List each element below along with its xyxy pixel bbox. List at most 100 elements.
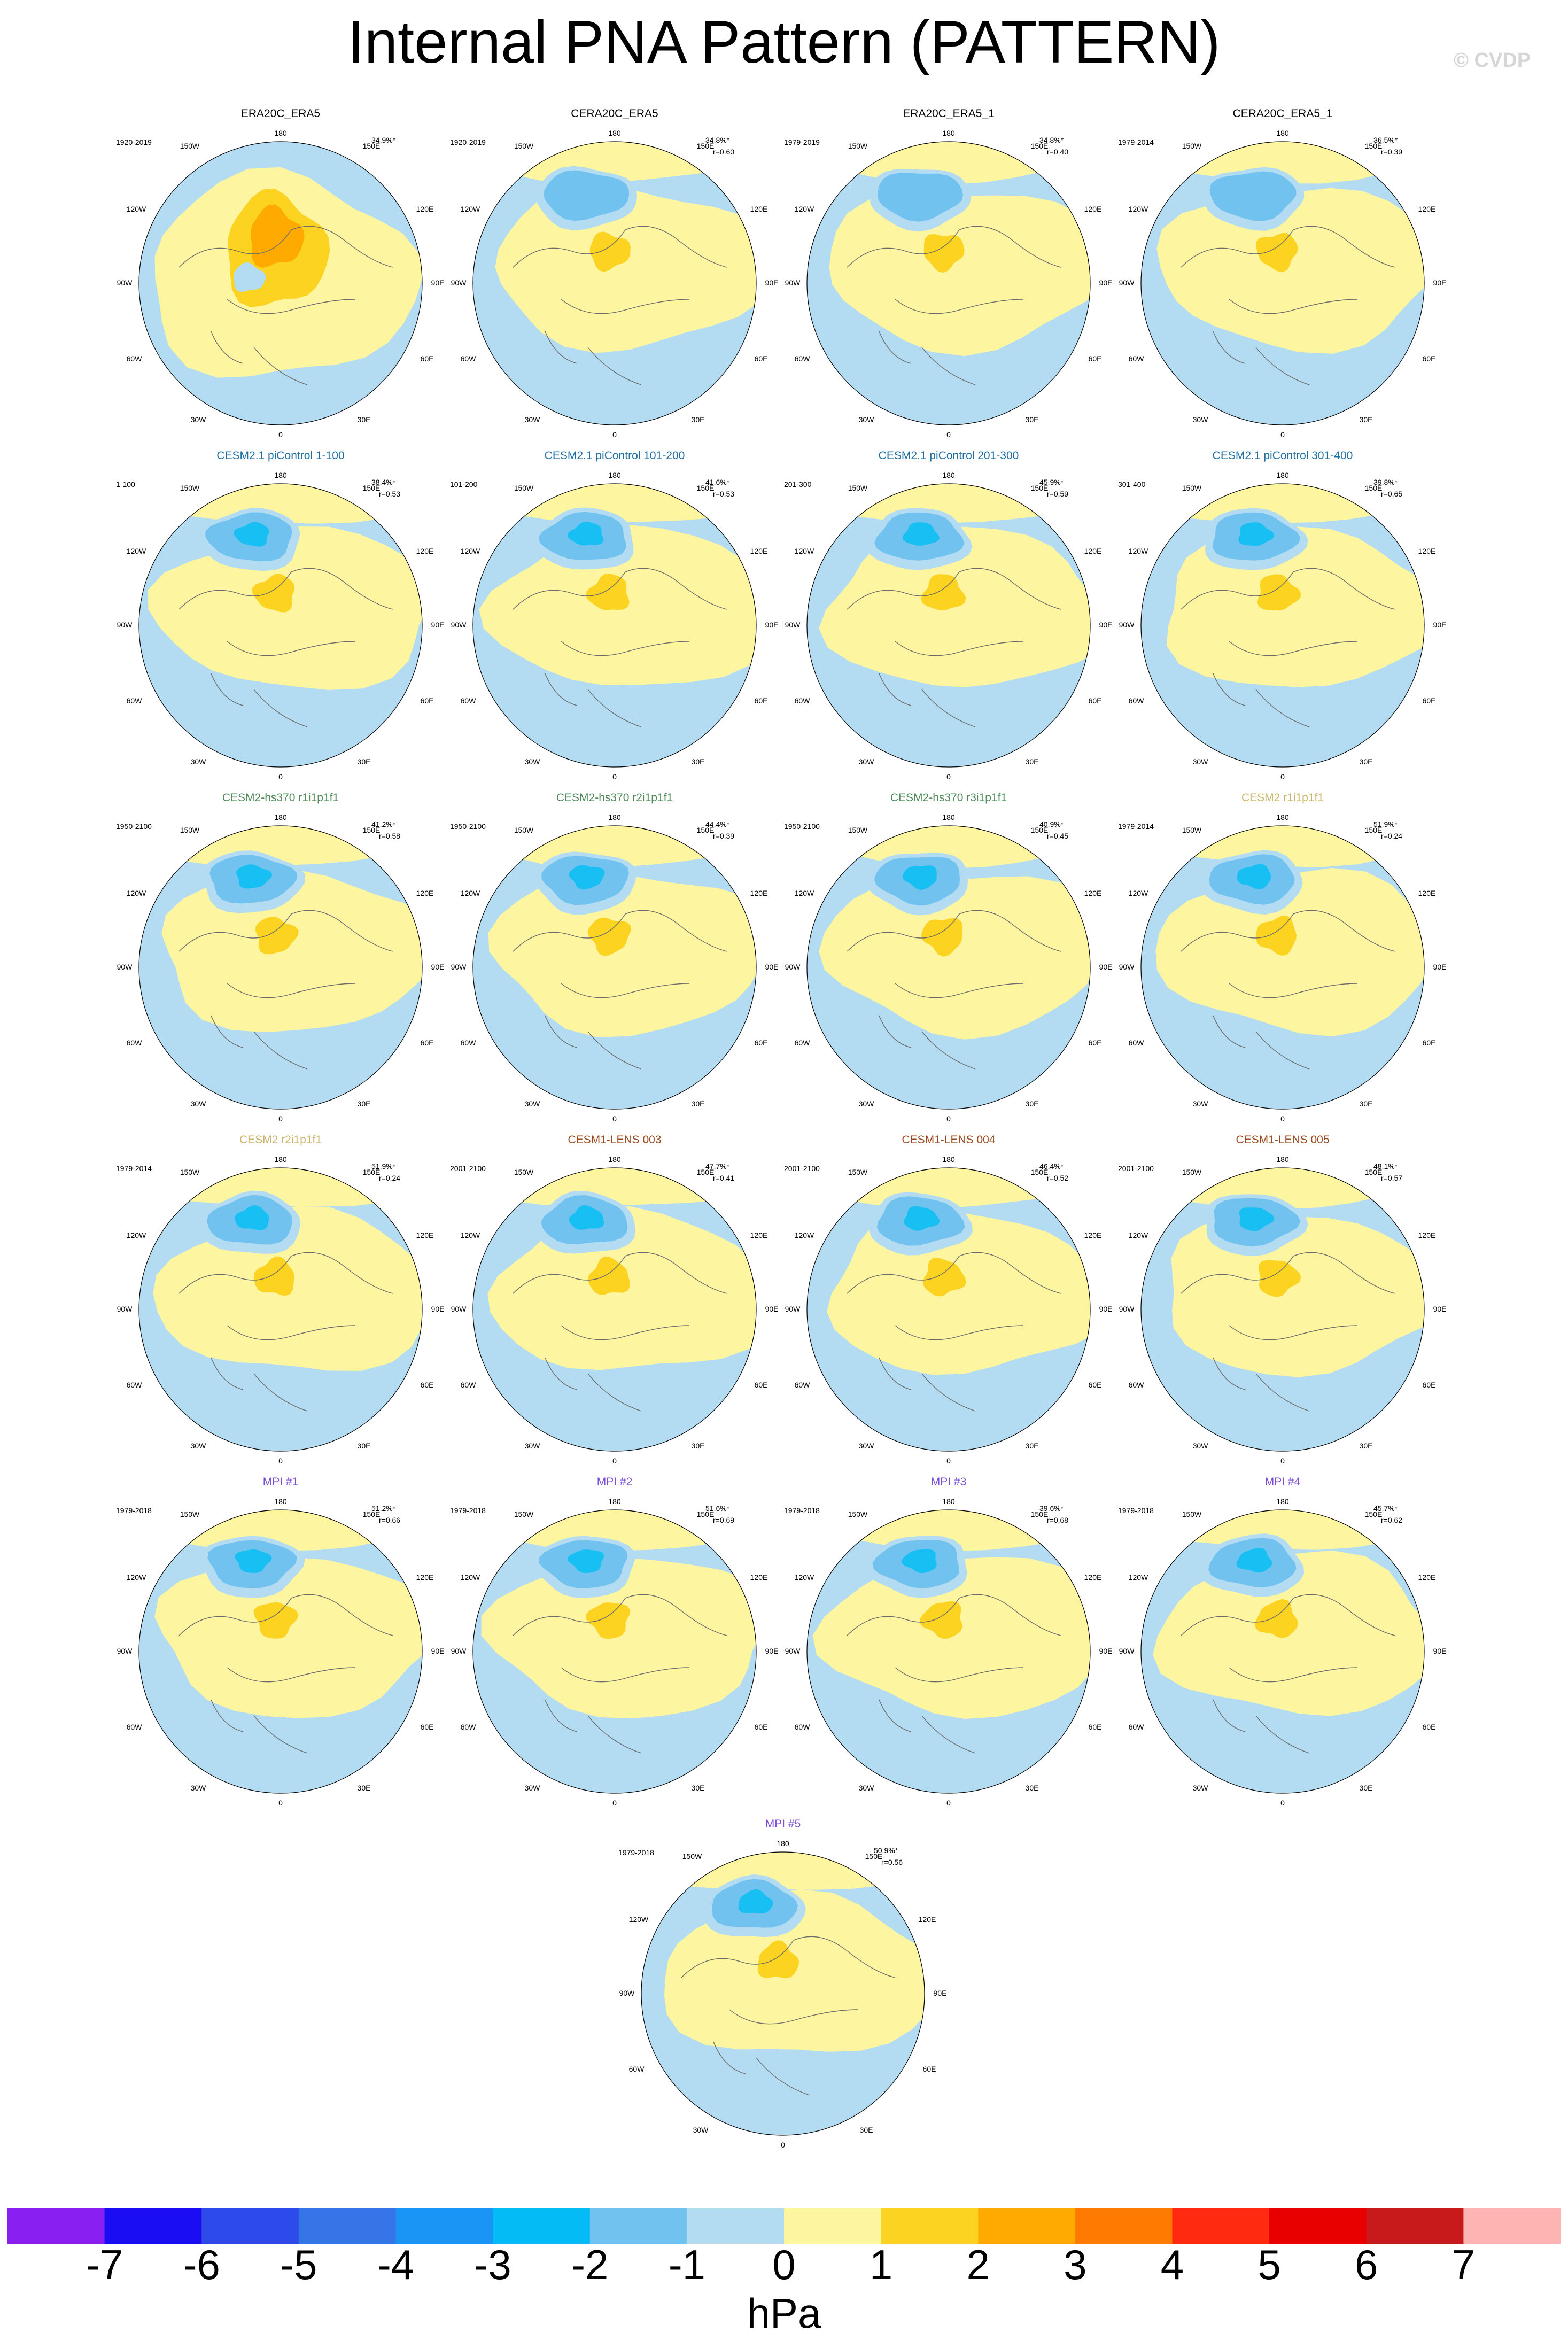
longitude-label: 180 xyxy=(942,471,955,479)
panel-pattern-correlation: r=0.53 xyxy=(379,490,401,498)
longitude-label: 90E xyxy=(431,1647,445,1655)
longitude-label: 30W xyxy=(859,757,875,766)
polar-map: 180 150W 150E 120W 120E 90W 90E 60W 60E 30W 30E 0 xyxy=(785,471,1113,781)
longitude-label: 120W xyxy=(795,1231,814,1239)
longitude-label: 0 xyxy=(612,1456,617,1465)
panel-pattern-correlation: r=0.41 xyxy=(713,1174,735,1182)
longitude-label: 150E xyxy=(697,142,715,150)
longitude-label: 150W xyxy=(1182,1168,1202,1176)
longitude-label: 90E xyxy=(765,278,779,287)
longitude-label: 180 xyxy=(1276,1155,1289,1164)
polar-map: 180 150W 150E 120W 120E 90W 90E 60W 60E 30W 30E 0 xyxy=(785,813,1113,1123)
longitude-label: 90E xyxy=(765,1305,779,1313)
colorbar-swatch xyxy=(1075,2208,1173,2244)
longitude-label: 90E xyxy=(1099,1305,1113,1313)
polar-map: 180 150W 150E 120W 120E 90W 90E 60W 60E 30W 30E 0 xyxy=(1119,471,1447,781)
map-panel: CESM2-hs370 r1i1p1f1 1950-2100 41.2%* r=0.5… xyxy=(115,791,446,1133)
longitude-label: 0 xyxy=(278,1114,283,1123)
longitude-label: 30W xyxy=(525,1099,541,1108)
longitude-label: 120E xyxy=(416,1231,434,1239)
longitude-label: 30W xyxy=(693,2126,709,2134)
longitude-label: 30E xyxy=(358,1442,371,1450)
colorbar-swatch xyxy=(493,2208,591,2244)
longitude-label: 120E xyxy=(1418,1573,1436,1582)
polar-map: 180 150W 150E 120W 120E 90W 90E 60W 60E 30W 30E 0 xyxy=(451,471,779,781)
longitude-label: 60E xyxy=(1089,696,1102,705)
map-panel: CERA20C_ERA5 1920-2019 34.8%* r=0.60 180 150W… xyxy=(449,107,780,449)
longitude-label: 90E xyxy=(1099,278,1113,287)
longitude-label: 60E xyxy=(421,1723,434,1731)
longitude-label: 150W xyxy=(514,484,534,492)
panel-variance-percent: 39.6%* xyxy=(1039,1504,1064,1513)
longitude-label: 150W xyxy=(180,1168,200,1176)
longitude-label: 150E xyxy=(363,826,381,834)
longitude-label: 120E xyxy=(750,205,768,213)
longitude-label: 30E xyxy=(692,415,705,424)
longitude-label: 150W xyxy=(1182,1510,1202,1518)
longitude-label: 60W xyxy=(795,1381,811,1389)
longitude-label: 90E xyxy=(765,621,779,629)
colorbar-tick-label: 6 xyxy=(1355,2241,1378,2288)
longitude-label: 180 xyxy=(1276,1497,1289,1506)
map-panel: CESM2-hs370 r2i1p1f1 1950-2100 44.4%* r=0.3… xyxy=(449,791,780,1133)
longitude-label: 30W xyxy=(191,1442,207,1450)
panel-years: 1979-2018 xyxy=(1118,1506,1154,1515)
longitude-label: 30W xyxy=(1193,1099,1209,1108)
longitude-label: 120W xyxy=(127,1231,146,1239)
longitude-label: 30E xyxy=(860,2126,873,2134)
longitude-label: 150W xyxy=(848,484,868,492)
longitude-label: 150W xyxy=(514,1510,534,1518)
longitude-label: 90E xyxy=(431,963,445,971)
longitude-label: 120W xyxy=(461,547,480,555)
longitude-label: 0 xyxy=(946,1799,951,1807)
longitude-label: 0 xyxy=(612,1114,617,1123)
longitude-label: 150W xyxy=(180,1510,200,1518)
longitude-label: 120E xyxy=(1084,547,1102,555)
panel-variance-percent: 36.5%* xyxy=(1373,136,1398,144)
longitude-label: 30E xyxy=(692,1784,705,1792)
polar-map: 180 150W 150E 120W 120E 90W 90E 60W 60E 30W 30E 0 xyxy=(117,1155,445,1465)
longitude-label: 120E xyxy=(1418,205,1436,213)
longitude-label: 30E xyxy=(1360,1442,1373,1450)
colorbar xyxy=(7,2208,1561,2244)
panel-pattern-correlation: r=0.62 xyxy=(1381,1516,1403,1524)
longitude-label: 60W xyxy=(127,1723,143,1731)
map-panel: CESM1-LENS 005 2001-2100 48.1%* r=0.57 180 15… xyxy=(1117,1133,1448,1475)
longitude-label: 90W xyxy=(117,963,133,971)
longitude-label: 120E xyxy=(416,205,434,213)
longitude-label: 60E xyxy=(755,1039,768,1047)
longitude-label: 60W xyxy=(127,696,143,705)
polar-map: 180 150W 150E 120W 120E 90W 90E 60W 60E 30W 30E 0 xyxy=(451,129,779,439)
longitude-label: 120E xyxy=(416,1573,434,1582)
longitude-label: 180 xyxy=(608,471,621,479)
longitude-label: 120W xyxy=(795,547,814,555)
colorbar-tick-label: 3 xyxy=(1064,2241,1087,2288)
longitude-label: 180 xyxy=(274,813,287,822)
colorbar-tick-label: 4 xyxy=(1160,2241,1184,2288)
longitude-label: 120W xyxy=(127,1573,146,1582)
longitude-label: 120W xyxy=(1129,547,1148,555)
longitude-label: 90E xyxy=(934,1989,947,1997)
panel-variance-percent: 38.4%* xyxy=(371,478,396,486)
longitude-label: 120E xyxy=(416,889,434,897)
polar-map: 180 150W 150E 120W 120E 90W 90E 60W 60E 30W 30E 0 xyxy=(1119,129,1447,439)
longitude-label: 30W xyxy=(525,1784,541,1792)
longitude-label: 60E xyxy=(421,354,434,363)
panel-pattern-correlation: r=0.40 xyxy=(1047,148,1069,156)
longitude-label: 0 xyxy=(612,772,617,781)
longitude-label: 30E xyxy=(1026,415,1039,424)
panel-title: CESM2-hs370 r3i1p1f1 xyxy=(890,792,1007,804)
longitude-label: 150W xyxy=(514,1168,534,1176)
colorbar-tick-label: -4 xyxy=(377,2241,415,2288)
map-panel: CESM1-LENS 004 2001-2100 46.4%* r=0.52 180 15… xyxy=(783,1133,1114,1475)
map-panel: CERA20C_ERA5_1 1979-2014 36.5%* r=0.39 180 15… xyxy=(1117,107,1448,449)
colorbar-tick-label: -6 xyxy=(183,2241,220,2288)
longitude-label: 60W xyxy=(461,1381,477,1389)
longitude-label: 150W xyxy=(848,142,868,150)
longitude-label: 0 xyxy=(1280,1456,1285,1465)
longitude-label: 90E xyxy=(765,963,779,971)
longitude-label: 30E xyxy=(1360,415,1373,424)
longitude-label: 120W xyxy=(461,889,480,897)
longitude-label: 120W xyxy=(127,889,146,897)
longitude-label: 90E xyxy=(1099,621,1113,629)
